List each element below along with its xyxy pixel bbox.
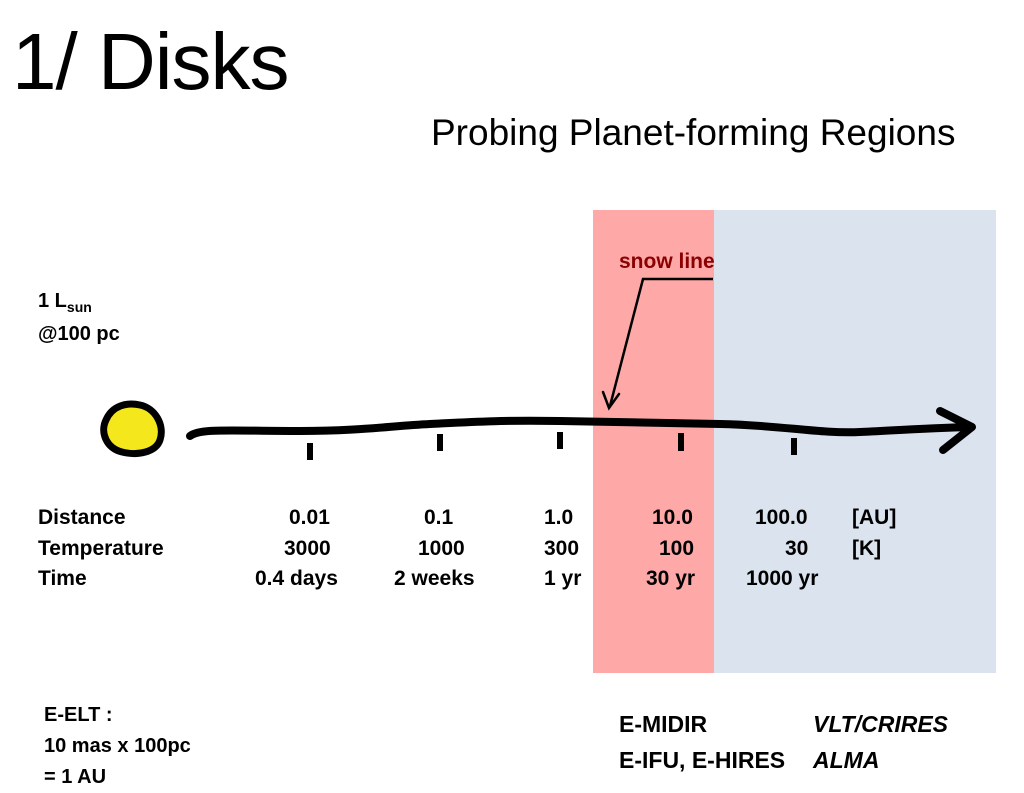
table-row: Time 0.4 days 2 weeks 1 yr 30 yr 1000 yr xyxy=(0,564,1024,594)
instrument-row: E-IFU, E-HIRES ALMA xyxy=(619,742,999,778)
slide-subtitle: Probing Planet-forming Regions xyxy=(431,112,956,153)
table-cell: 30 xyxy=(785,537,809,560)
table-row: Distance 0.01 0.1 1.0 10.0 100.0 [AU] xyxy=(0,503,1024,533)
snow-line-label: snow line xyxy=(619,250,715,273)
table-cell: 10.0 xyxy=(652,506,693,529)
snow-line-region xyxy=(593,210,714,673)
table-cell: 3000 xyxy=(284,537,331,560)
star-luminosity: 1 Lsun @100 pc xyxy=(38,288,120,348)
other-facility: VLT/CRIRES xyxy=(813,711,949,737)
table-row: Temperature 3000 1000 300 100 30 [K] xyxy=(0,534,1024,564)
table-cell: 100.0 xyxy=(755,506,808,529)
snow-line-pointer xyxy=(608,277,713,407)
table-cell: 1000 yr xyxy=(746,567,819,590)
row-label: Temperature xyxy=(38,537,164,560)
slide-title: 1/ Disks xyxy=(12,17,289,106)
eelt-resolution-note: E-ELT : 10 mas x 100pc = 1 AU xyxy=(44,700,191,793)
table-cell: 30 yr xyxy=(646,567,696,590)
elt-instrument: E-IFU, E-HIRES xyxy=(619,747,786,773)
table-cell: 1.0 xyxy=(544,506,574,529)
row-label: Time xyxy=(38,567,87,590)
star-distance: @100 pc xyxy=(38,323,120,345)
row-unit: [AU] xyxy=(852,506,897,529)
other-facility: ALMA xyxy=(813,747,880,773)
table-cell: 0.1 xyxy=(424,506,454,529)
table-cell: 300 xyxy=(544,537,580,560)
table-cell: 0.01 xyxy=(289,506,330,529)
eelt-line: 10 mas x 100pc xyxy=(44,735,191,757)
table-cell: 0.4 days xyxy=(255,567,338,590)
instrument-row: E-MIDIR VLT/CRIRES xyxy=(619,706,999,742)
table-cell: 2 weeks xyxy=(394,567,475,590)
luminosity-unit: sun xyxy=(66,299,92,315)
eelt-line: = 1 AU xyxy=(44,766,107,788)
row-unit: [K] xyxy=(852,537,882,560)
table-cell: 1 yr xyxy=(544,567,582,590)
eelt-line: E-ELT : xyxy=(44,704,113,726)
axis-arrow-head xyxy=(936,407,976,454)
elt-instrument: E-MIDIR xyxy=(619,711,708,737)
table-cell: 1000 xyxy=(418,537,465,560)
instrument-list: E-MIDIR VLT/CRIRES E-IFU, E-HIRES ALMA xyxy=(619,706,999,778)
row-label: Distance xyxy=(38,506,126,529)
disk-axis-diagram xyxy=(100,277,976,460)
star-icon xyxy=(100,400,165,457)
snow-line-arrow-head xyxy=(601,390,621,411)
distance-axis-line xyxy=(186,416,974,440)
table-cell: 100 xyxy=(659,537,695,560)
luminosity-value: 1 L xyxy=(38,290,67,312)
